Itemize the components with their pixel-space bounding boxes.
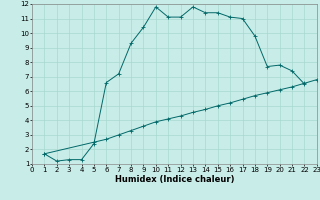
X-axis label: Humidex (Indice chaleur): Humidex (Indice chaleur) — [115, 175, 234, 184]
